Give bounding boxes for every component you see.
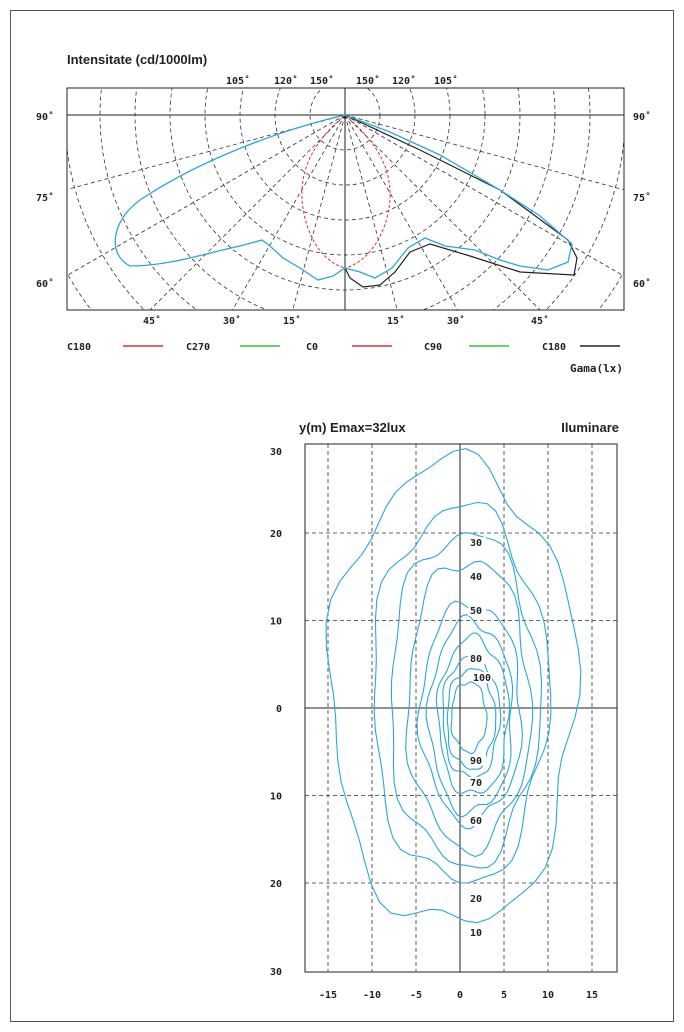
legend-label: C180 — [542, 342, 566, 353]
isolux-contour — [373, 501, 552, 884]
isolux-contour — [390, 532, 543, 869]
legend-label: C0 — [306, 342, 318, 353]
isolux-x-tick: 0 — [457, 990, 463, 1001]
polar-grid-radial — [292, 114, 346, 310]
polar-curve-c0-red — [344, 114, 391, 269]
isolux-label-bg — [468, 815, 486, 826]
isolux-label-bg — [468, 777, 486, 788]
polar-bottom-tick: 45˚ — [531, 315, 549, 327]
polar-grid-circle — [0, 0, 684, 475]
polar-right-tick: 60˚ — [633, 278, 651, 290]
isolux-contour-label: 30 — [470, 538, 482, 549]
isolux-x-tick: -15 — [319, 990, 337, 1001]
isolux-label-bg — [468, 755, 486, 766]
isolux-y-tick: 20 — [270, 879, 282, 890]
isolux-x-tick: 10 — [542, 990, 554, 1001]
polar-top-tick: 105˚ — [226, 75, 250, 87]
legend-label: C270 — [186, 342, 210, 353]
isolux-y-tick: 20 — [270, 529, 282, 540]
polar-curve-c90-red — [301, 114, 346, 269]
polar-right-tick: 90˚ — [633, 111, 651, 123]
isolux-contour-label: 70 — [470, 778, 482, 789]
polar-title: Intensitate (cd/1000lm) — [67, 52, 207, 67]
isolux-contour-label: 40 — [470, 572, 482, 583]
polar-top-tick: 120˚ — [274, 75, 298, 87]
polar-bottom-tick: 15˚ — [387, 315, 405, 327]
polar-grid-radial — [344, 114, 459, 310]
isolux-label-bg — [468, 537, 486, 548]
polar-curve-c0-blue — [114, 114, 573, 281]
polar-top-tick: 150˚ — [310, 75, 334, 87]
isolux-x-tick: -5 — [410, 990, 422, 1001]
polar-grid-radial — [344, 114, 398, 310]
isolux-contour-label: 50 — [470, 606, 482, 617]
polar-grid-radial — [344, 114, 624, 277]
isolux-y-tick: 30 — [270, 967, 282, 978]
isolux-contour-label: 90 — [470, 756, 482, 767]
isolux-contour-label: 20 — [470, 894, 482, 905]
polar-right-tick: 75˚ — [633, 192, 651, 204]
polar-top-tick: 120˚ — [392, 75, 416, 87]
polar-grid-radial — [344, 114, 624, 191]
isolux-contour-label: 10 — [470, 928, 482, 939]
isolux-x-tick: 5 — [501, 990, 507, 1001]
isolux-y-tick: 10 — [270, 617, 282, 628]
isolux-label-bg — [474, 672, 492, 683]
polar-legend: C180 C270 C0 C90 C180 — [67, 342, 620, 353]
isolux-subtitle: Iluminare — [561, 420, 619, 435]
legend-title: Gama(lx) — [570, 362, 623, 375]
polar-grid-radial — [149, 114, 346, 310]
polar-side-ticks: 90˚ 90˚ 75˚ 75˚ 60˚ 60˚ — [36, 111, 651, 290]
polar-bottom-tick: 15˚ — [283, 315, 301, 327]
polar-top-ticks: 105˚ 120˚ 150˚ 150˚ 120˚ 105˚ — [226, 75, 458, 87]
isolux-contour-label: 60 — [470, 816, 482, 827]
isolux-contour — [325, 448, 582, 924]
isolux-label-bg — [468, 653, 486, 664]
polar-curve-c180-black — [344, 114, 578, 288]
isolux-title: y(m) Emax=32lux — [299, 420, 406, 435]
legend-label: C180 — [67, 342, 91, 353]
isolux-contour — [416, 600, 523, 830]
isolux-label-bg — [468, 927, 486, 938]
polar-top-tick: 105˚ — [434, 75, 458, 87]
polar-bottom-tick: 30˚ — [447, 315, 465, 327]
polar-bottom-tick: 30˚ — [223, 315, 241, 327]
isolux-chart: y(m) Emax=32lux Iluminare -15 -10 -5 0 5 10 15 30… — [270, 420, 619, 1001]
polar-left-tick: 60˚ — [36, 278, 54, 290]
legend-label: C90 — [424, 342, 442, 353]
polar-curves — [114, 114, 578, 288]
polar-left-tick: 75˚ — [36, 192, 54, 204]
polar-bottom-ticks: 45˚ 30˚ 15˚ 15˚ 30˚ 45˚ — [143, 315, 549, 327]
isolux-contour — [442, 652, 502, 779]
page-frame — [10, 10, 674, 1022]
polar-top-tick: 150˚ — [356, 75, 380, 87]
isolux-label-bg — [468, 893, 486, 904]
isolux-contour — [450, 681, 488, 754]
isolux-contour-label: 100 — [473, 673, 491, 684]
isolux-x-tick: 15 — [586, 990, 598, 1001]
polar-left-tick: 90˚ — [36, 111, 54, 123]
isolux-label-bg — [468, 571, 486, 582]
isolux-contour-label: 80 — [470, 654, 482, 665]
isolux-y-tick: 30 — [270, 447, 282, 458]
polar-grid-radial — [67, 114, 346, 276]
isolux-y-tick: 0 — [276, 704, 282, 715]
polar-grid-radial — [67, 114, 346, 190]
isolux-contour — [425, 614, 514, 818]
isolux-contour — [405, 560, 534, 858]
isolux-label-bg — [468, 605, 486, 616]
isolux-x-tick: -10 — [363, 990, 381, 1001]
isolux-contour — [435, 632, 511, 795]
polar-bottom-tick: 45˚ — [143, 315, 161, 327]
isolux-y-tick: 10 — [270, 792, 282, 803]
polar-grid-radial — [231, 114, 346, 310]
